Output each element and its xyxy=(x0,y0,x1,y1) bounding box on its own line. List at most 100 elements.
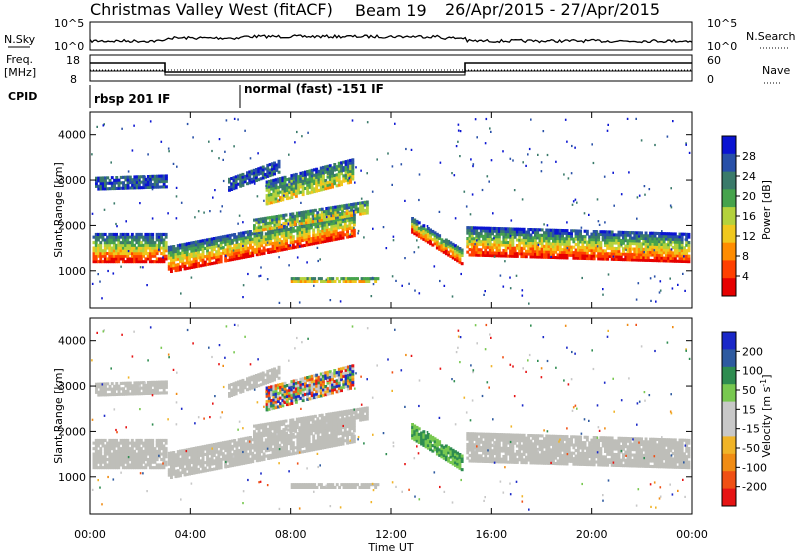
power-cell xyxy=(317,183,321,187)
power-cell xyxy=(199,247,203,251)
power-cell xyxy=(619,233,623,237)
power-cell xyxy=(345,206,349,210)
power-cell xyxy=(135,246,139,250)
power-cell xyxy=(308,277,312,281)
power-cell xyxy=(635,239,639,243)
power-cell xyxy=(92,252,96,256)
power-cell xyxy=(676,248,680,252)
velocity-cell xyxy=(504,433,508,437)
velocity-cell xyxy=(486,438,490,442)
power-cell xyxy=(226,245,230,249)
power-cell xyxy=(290,179,294,183)
power-cell xyxy=(619,258,623,262)
power-cell xyxy=(613,255,616,259)
velocity-cell xyxy=(346,441,349,445)
velocity-cell xyxy=(101,455,105,459)
power-cell xyxy=(456,253,460,257)
velocity-cell xyxy=(347,483,350,487)
power-cell xyxy=(206,243,209,247)
power-cell xyxy=(337,218,340,222)
power-cell xyxy=(279,185,282,189)
power-cell xyxy=(108,181,112,185)
velocity-cell xyxy=(194,471,198,475)
velocity-cell xyxy=(312,434,316,438)
power-cell xyxy=(148,252,152,256)
power-cell xyxy=(273,218,277,222)
power-cell xyxy=(685,257,689,261)
power-cell xyxy=(513,235,517,239)
power-cell xyxy=(633,253,637,257)
power-cell xyxy=(438,242,442,246)
power-cell xyxy=(322,179,325,183)
power-cell xyxy=(244,241,248,245)
power-cell xyxy=(554,242,558,246)
velocity-cell xyxy=(303,439,307,443)
power-cell xyxy=(194,240,198,244)
power-cell xyxy=(215,244,219,248)
power-noise xyxy=(394,122,396,125)
velocity-cell xyxy=(142,452,146,456)
power-cell xyxy=(495,235,499,239)
power-cell xyxy=(160,232,164,236)
power-cell xyxy=(334,229,338,233)
power-noise xyxy=(203,211,205,214)
velocity-cell xyxy=(197,451,200,455)
power-cell xyxy=(633,255,637,259)
power-cell xyxy=(500,232,503,236)
power-noise xyxy=(522,161,524,164)
power-cell xyxy=(217,255,221,259)
velocity-cell xyxy=(146,447,150,451)
power-noise xyxy=(543,223,545,226)
velocity-cell xyxy=(262,428,265,432)
power-cell xyxy=(119,252,123,256)
power-cell xyxy=(272,192,276,196)
power-cell xyxy=(613,252,616,256)
power-cell xyxy=(563,245,567,249)
power-cell xyxy=(201,241,205,245)
power-cell xyxy=(137,175,141,179)
power-cell xyxy=(323,226,327,230)
velocity-cell xyxy=(488,438,492,442)
power-cell xyxy=(119,175,123,179)
power-noise xyxy=(612,171,614,174)
power-cell xyxy=(486,240,490,244)
velocity-cell xyxy=(289,429,293,433)
velocity-cell xyxy=(341,423,345,427)
power-noise xyxy=(349,233,351,236)
power-noise xyxy=(596,245,599,248)
velocity-cell xyxy=(130,466,134,470)
velocity-cell xyxy=(341,418,344,422)
velocity-cell xyxy=(197,467,200,471)
velocity-cell xyxy=(192,463,196,467)
power-cell xyxy=(331,171,334,175)
power-noise xyxy=(580,226,583,229)
velocity-cell xyxy=(151,466,155,470)
power-cell xyxy=(316,227,320,231)
velocity-cell xyxy=(482,451,485,455)
power-cell xyxy=(246,235,250,239)
power-cell xyxy=(208,243,212,247)
freq-tick-high: 18 xyxy=(66,54,80,67)
power-cell xyxy=(115,186,119,190)
power-cell xyxy=(347,277,350,281)
power-cell xyxy=(301,184,305,188)
power-cell xyxy=(493,240,497,244)
velocity-cell xyxy=(208,446,212,450)
power-noise xyxy=(685,143,687,146)
power-cell xyxy=(251,245,255,249)
power-cell xyxy=(477,248,481,252)
velocity-cell xyxy=(144,438,148,442)
velocity-cell xyxy=(121,463,125,467)
power-cell xyxy=(273,215,277,219)
power-cell xyxy=(649,234,652,238)
velocity-cell xyxy=(97,460,100,464)
velocity-cell xyxy=(174,456,178,460)
velocity-cell xyxy=(179,474,182,478)
velocity-cell xyxy=(110,455,114,459)
velocity-cell xyxy=(264,422,268,426)
power-cell xyxy=(637,250,641,254)
power-cell xyxy=(470,234,474,238)
power-cell xyxy=(126,241,130,245)
power-cell xyxy=(270,165,274,169)
power-cell xyxy=(190,260,194,264)
